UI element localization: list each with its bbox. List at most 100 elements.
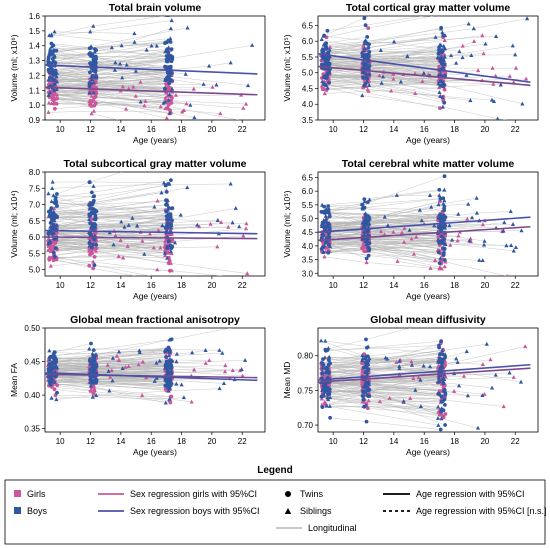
longitudinal-line <box>324 23 469 49</box>
data-point-sibling <box>162 365 168 370</box>
data-point-sibling <box>392 39 397 44</box>
x-tick-label: 16 <box>420 437 429 446</box>
data-point-sibling <box>436 237 441 242</box>
x-tick-label: 10 <box>329 281 338 290</box>
data-point-sibling <box>109 368 114 373</box>
data-point-twin <box>94 91 99 96</box>
data-point-twin <box>443 403 447 407</box>
data-point-twin <box>88 103 92 107</box>
data-point-twin <box>90 190 94 195</box>
data-point-sibling <box>511 374 516 379</box>
data-point-sibling <box>126 364 131 369</box>
longitudinal-line <box>50 382 192 403</box>
y-tick-label: 6.5 <box>302 21 314 30</box>
data-point-sibling <box>207 358 212 363</box>
data-point-sibling <box>49 199 54 204</box>
data-point-sibling <box>442 217 447 222</box>
data-point-sibling <box>366 248 371 252</box>
data-layer <box>45 172 258 276</box>
data-point-sibling <box>421 363 426 368</box>
data-point-sibling <box>442 54 447 59</box>
data-point-sibling <box>436 404 441 409</box>
y-tick-label: 1.5 <box>29 27 41 36</box>
data-point-sibling <box>52 379 57 384</box>
data-point-sibling <box>474 210 480 215</box>
data-point-sibling <box>181 395 186 400</box>
data-point-twin <box>442 387 447 392</box>
data-point-twin <box>442 100 447 105</box>
data-point-sibling <box>482 238 487 243</box>
data-point-twin <box>94 209 99 214</box>
data-point-sibling <box>438 93 443 98</box>
data-point-sibling <box>320 369 325 374</box>
data-point-twin <box>362 63 367 68</box>
data-point-twin <box>168 108 172 113</box>
longitudinal-line <box>327 383 444 395</box>
data-point-sibling <box>377 399 382 404</box>
data-point-sibling <box>87 346 92 351</box>
data-point-twin <box>167 65 171 70</box>
data-point-sibling <box>498 82 503 87</box>
data-point-sibling <box>442 264 447 269</box>
data-point-sibling <box>178 212 183 217</box>
data-point-sibling <box>454 60 459 65</box>
longitudinal-line <box>323 394 442 412</box>
data-point-sibling <box>230 220 235 225</box>
longitudinal-line <box>56 388 220 400</box>
data-point-twin <box>440 49 445 54</box>
data-point-sibling <box>464 73 469 77</box>
data-point-twin <box>326 242 331 247</box>
data-point-twin <box>327 80 331 85</box>
data-point-sibling <box>465 216 470 221</box>
longitudinal-line <box>327 87 508 120</box>
y-tick-label: 1.2 <box>29 71 41 80</box>
y-tick-label: 0.9 <box>29 116 41 125</box>
data-point-sibling <box>124 62 129 67</box>
x-tick-label: 14 <box>116 125 125 134</box>
data-point-sibling <box>91 183 96 188</box>
data-point-twin <box>94 242 99 247</box>
data-point-sibling <box>189 399 194 404</box>
data-layer <box>45 328 258 405</box>
y-tick-label: 4.5 <box>302 84 314 93</box>
longitudinal-line <box>322 378 468 396</box>
data-point-sibling <box>162 250 168 255</box>
data-point-sibling <box>230 368 235 373</box>
longitudinal-line <box>55 93 247 105</box>
data-point-sibling <box>464 349 469 354</box>
data-point-sibling <box>109 45 114 50</box>
data-point-sibling <box>89 93 94 98</box>
data-point-sibling <box>456 383 462 388</box>
data-point-sibling <box>440 234 445 239</box>
data-point-sibling <box>524 76 529 81</box>
data-point-sibling <box>367 216 372 221</box>
data-point-twin <box>326 250 331 255</box>
data-point-twin <box>91 391 96 396</box>
legend-label-siblings: Siblings <box>300 506 332 516</box>
x-tick-label: 10 <box>56 125 65 134</box>
data-point-sibling <box>482 391 487 396</box>
data-point-twin <box>363 82 368 86</box>
data-point-sibling <box>387 395 392 400</box>
data-point-sibling <box>54 222 60 227</box>
y-tick-label: 8.0 <box>29 168 41 177</box>
data-point-sibling <box>367 356 372 361</box>
data-point-sibling <box>413 387 418 392</box>
data-point-sibling <box>116 349 122 354</box>
x-tick-label: 22 <box>511 125 520 134</box>
longitudinal-line <box>53 98 92 107</box>
legend-symbol-siblings <box>284 507 292 515</box>
data-point-sibling <box>367 62 372 67</box>
chart-panel-3: Total subcortical gray matter volume 10 12… <box>9 158 266 301</box>
x-tick-label: 12 <box>359 437 368 446</box>
x-tick-label: 22 <box>511 437 520 446</box>
data-point-sibling <box>326 68 331 73</box>
data-point-sibling <box>520 101 525 106</box>
data-point-sibling <box>323 83 329 88</box>
data-point-twin <box>88 232 93 237</box>
plot-frame <box>44 15 266 121</box>
x-tick-label: 22 <box>511 281 520 290</box>
regression-line-boys <box>318 363 531 381</box>
legend-swatch-girls <box>14 490 21 497</box>
